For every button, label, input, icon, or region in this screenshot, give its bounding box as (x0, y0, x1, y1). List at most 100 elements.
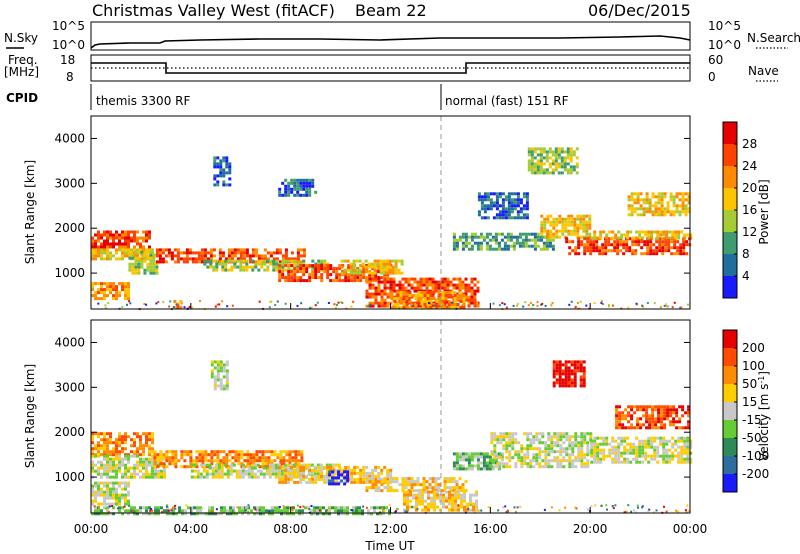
power-cell-band-16 (627, 213, 631, 217)
velocity-cell-band-10 (511, 435, 515, 439)
power-cell-band-9 (425, 280, 429, 284)
velocity-cell-band-7 (371, 486, 375, 490)
power-cell-band-10 (444, 291, 448, 294)
power-cell-band-17 (542, 171, 546, 175)
power-cell-band-7 (314, 264, 318, 268)
power-cell-band-15 (626, 236, 630, 240)
power-cell-band-9 (365, 277, 369, 281)
velocity-cell-band-15 (334, 506, 337, 510)
power-cell-band-9 (380, 292, 384, 296)
velocity-cell-band-0 (151, 447, 154, 451)
power-cell-band-9 (434, 301, 438, 305)
power-cell-band-0 (115, 236, 118, 240)
velocity-cell-band-3 (237, 456, 241, 460)
velocity-cell-band-0 (109, 453, 112, 457)
power-cell-band-9 (473, 289, 477, 293)
velocity-cell-band-2 (118, 496, 121, 500)
power-cell-band-1 (106, 251, 109, 255)
velocity-cell-band-4 (283, 463, 287, 467)
power-cell-band-17 (572, 150, 576, 154)
velocity-cell-band-1 (130, 475, 133, 479)
velocity-cell-band-8 (442, 496, 445, 500)
power-cell-band-5 (203, 248, 207, 252)
velocity-cell-band-2 (124, 493, 127, 497)
power-cell-band-8 (394, 259, 398, 263)
velocity-cell-band-11 (635, 451, 639, 455)
power-cell-band-16 (627, 207, 631, 211)
power-cell-band-5 (299, 254, 303, 258)
power-cell-band-19 (290, 181, 294, 185)
velocity-cell-band-1 (136, 472, 139, 476)
velocity-cell-band-13 (657, 408, 661, 412)
velocity-cell-band-5 (326, 468, 330, 472)
velocity-cell-band-9 (470, 467, 474, 471)
velocity-cell-band-10 (508, 435, 512, 439)
velocity-cell-band-5 (362, 468, 366, 472)
velocity-cell-band-9 (497, 464, 501, 468)
velocity-cell-band-1 (127, 475, 130, 479)
velocity-cell-band-4 (241, 475, 245, 479)
power-cell-band-7 (293, 276, 297, 280)
power-speck (635, 302, 638, 305)
velocity-cell-band-11 (629, 442, 633, 446)
velocity-cell-band-11 (617, 451, 621, 455)
velocity-cell-band-5 (293, 474, 297, 478)
power-cell-band-6 (323, 259, 327, 263)
power-cell-band-8 (394, 265, 398, 269)
velocity-cell-band-7 (425, 480, 429, 484)
power-cell-band-3 (137, 259, 141, 263)
power-cell-band-17 (548, 156, 552, 160)
power-cell-band-8 (352, 262, 356, 266)
velocity-cell-band-3 (267, 450, 271, 454)
velocity-cell-band-5 (317, 474, 321, 478)
power-cell-band-12 (489, 204, 493, 208)
power-cell-band-11 (533, 247, 537, 251)
power-cell-band-18 (225, 183, 229, 187)
velocity-cell-band-10 (580, 453, 584, 457)
power-cell-band-12 (504, 195, 508, 199)
velocity-cell-band-13 (675, 420, 679, 424)
velocity-cell-band-10 (577, 450, 581, 454)
velocity-cell-band-5 (377, 474, 381, 478)
power-cell-band-5 (155, 248, 159, 252)
power-speck (97, 302, 100, 305)
power-cell-band-17 (542, 162, 546, 166)
velocity-cell-band-2 (103, 496, 106, 500)
power-cell-band-14 (643, 252, 647, 256)
power-cell-band-19 (293, 184, 297, 188)
power-cell-band-1 (151, 251, 154, 255)
velocity-cell-band-8 (421, 496, 424, 500)
velocity-cell-band-3 (222, 459, 226, 463)
power-cell-band-16 (684, 198, 688, 202)
velocity-cell-band-11 (644, 445, 648, 449)
power-cell-band-9 (413, 289, 417, 293)
power-cell-band-11 (467, 241, 471, 245)
velocity-cell-band-1 (124, 475, 127, 479)
power-cell-band-14 (589, 240, 593, 244)
power-speck (544, 304, 547, 307)
power-cell-band-6 (239, 268, 243, 272)
velocity-cell-band-4 (229, 472, 233, 476)
power-cell-band-0 (103, 239, 106, 243)
power-cell-band-11 (506, 235, 510, 239)
velocity-speck (167, 509, 170, 512)
velocity-cell-band-1 (127, 466, 130, 470)
velocity-cell-band-15 (343, 506, 346, 510)
power-cell-band-14 (574, 252, 578, 256)
velocity-cell-band-4 (268, 472, 272, 476)
power-cell-band-11 (485, 244, 489, 248)
power-cell-band-6 (260, 265, 264, 269)
power-cell-band-0 (127, 245, 130, 249)
velocity-cell-band-4 (196, 472, 200, 476)
power-cell-band-0 (127, 236, 130, 240)
velocity-cell-band-1 (139, 463, 142, 467)
velocity-cell-band-13 (660, 420, 664, 424)
velocity-cell-band-8 (433, 508, 436, 512)
power-cell-band-14 (565, 237, 569, 241)
power-cell-band-11 (488, 244, 492, 248)
power-cell-band-15 (683, 236, 687, 240)
power-cell-band-14 (667, 246, 671, 250)
velocity-speck (665, 510, 668, 513)
velocity-speck (133, 510, 136, 513)
velocity-cell-band-5 (374, 474, 378, 478)
